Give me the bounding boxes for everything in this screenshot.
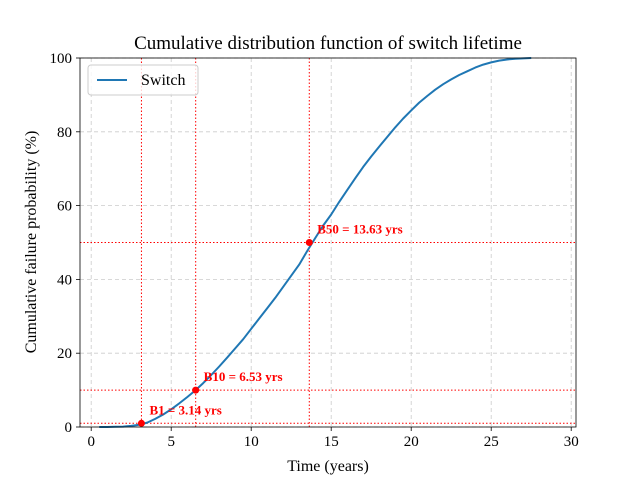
y-tick-label: 100 — [50, 51, 73, 67]
x-axis-ticks: 0 5 10 15 20 25 30 — [87, 427, 579, 450]
reference-lines — [80, 58, 576, 427]
b-life-marker — [305, 239, 313, 246]
legend-frame — [87, 64, 199, 96]
y-tick-label: 0 — [65, 420, 73, 436]
x-tick-label: 25 — [484, 434, 499, 450]
legend-entry-switch: Switch — [141, 72, 185, 89]
chart-title: Cumulative distribution function of swit… — [134, 33, 522, 54]
x-tick-label: 0 — [87, 434, 95, 450]
b-life-label: B50 = 13.63 yrs — [317, 222, 402, 237]
y-tick-label: 60 — [57, 199, 72, 215]
x-tick-label: 30 — [564, 434, 579, 450]
x-tick-label: 5 — [167, 434, 175, 450]
y-axis-label: Cumulative failure probability (%) — [23, 131, 40, 354]
legend: Switch — [87, 64, 199, 96]
plot-frame — [79, 57, 577, 428]
b-life-label: B1 = 3.14 yrs — [149, 402, 221, 417]
y-tick-label: 80 — [57, 125, 72, 141]
annotation-points: B1 = 3.14 yrs B10 = 6.53 yrs B50 = 13.63 y… — [137, 222, 403, 427]
series-line-switch — [99, 57, 532, 428]
b-life-marker — [137, 419, 145, 427]
b-life-marker — [192, 386, 200, 394]
x-axis-label: Time (years) — [287, 458, 369, 475]
x-tick-label: 10 — [244, 434, 259, 450]
y-axis-ticks: 0 20 40 60 80 100 — [50, 51, 80, 436]
b-life-label: B10 = 6.53 yrs — [204, 369, 283, 384]
x-tick-label: 15 — [324, 434, 339, 450]
y-tick-label: 40 — [57, 272, 72, 288]
series-layer — [99, 57, 532, 428]
x-tick-label: 20 — [404, 434, 419, 450]
y-tick-label: 20 — [57, 346, 72, 362]
